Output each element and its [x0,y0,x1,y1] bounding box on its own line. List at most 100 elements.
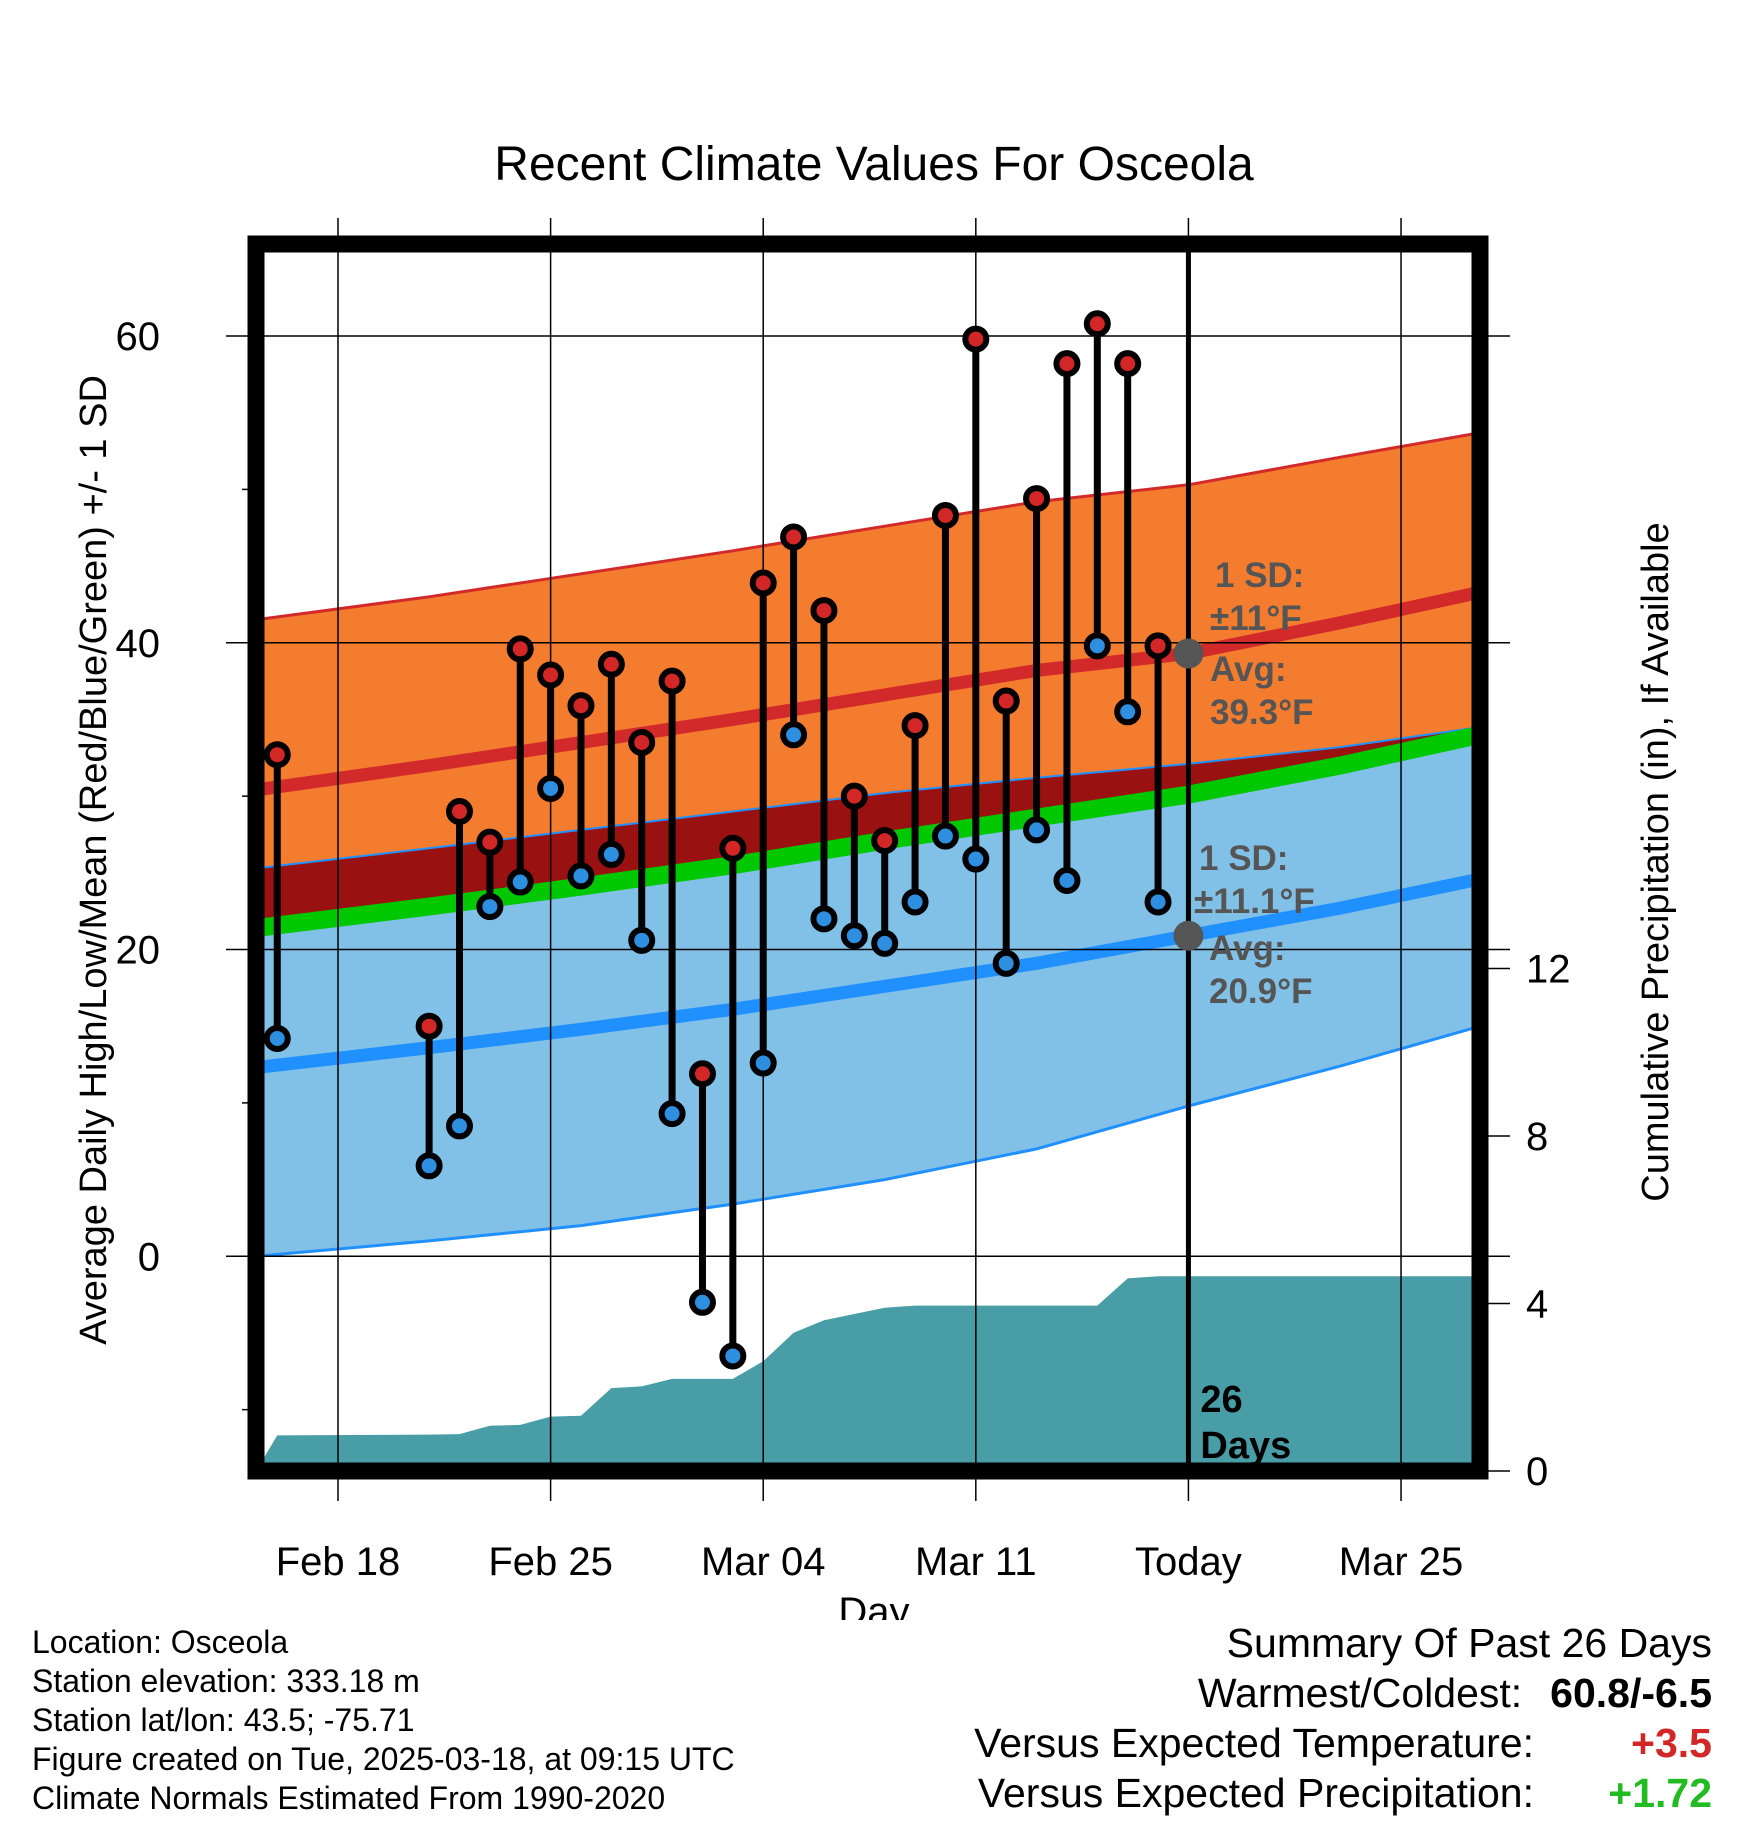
observed-high-point [1053,350,1081,378]
y-tick-label: 20 [116,929,161,973]
low-avg-value: 20.9°F [1209,972,1313,1011]
observed-low-point [597,840,625,868]
observed-low-point [506,868,534,896]
observed-high-point [506,635,534,663]
observed-low-point [476,893,504,921]
climate-chart: Recent Climate Values For Osceola 26Days… [73,138,1677,1620]
x-tick-label: Feb 25 [488,1540,613,1584]
y2-tick-label: 12 [1526,947,1571,991]
observed-low-point [688,1288,716,1316]
warmest-label: Warmest/Coldest: [1197,1670,1523,1716]
observed-low-point [658,1100,686,1128]
observed-high-point [962,325,990,353]
plot-frame [247,235,1489,1480]
observed-high-point [537,661,565,689]
low-mean-line [256,872,1480,1075]
observed-high-point [597,650,625,678]
y-tick-label: 0 [138,1235,160,1279]
normals-text: Climate Normals Estimated From 1990-2020 [32,1780,666,1816]
observed-high-point [628,728,656,756]
today-label-days: Days [1200,1425,1291,1467]
observed-low-point [445,1112,473,1140]
observed-low-point [931,822,959,850]
observed-high-point [415,1012,443,1040]
low-sd-label: 1 SD: [1199,839,1288,878]
observed-high-point [445,797,473,825]
y-tick-label: 40 [116,622,161,666]
x-tick-label: Feb 18 [276,1540,401,1584]
high-avg-point [1173,638,1204,669]
observed-low-point [1083,632,1111,660]
observed-low-point [780,721,808,749]
temp-value: +3.5 [1631,1720,1712,1766]
latlon-text: Station lat/lon: 43.5; -75.71 [32,1702,415,1738]
observed-high-point [1144,632,1172,660]
observed-high-point [567,692,595,720]
observed-high-point [658,667,686,695]
observed-low-point [415,1152,443,1180]
observed-low-point [749,1049,777,1077]
observed-low-point [1023,816,1051,844]
observed-low-point [1053,867,1081,895]
high-sd-label: 1 SD: [1215,556,1304,595]
x-axis-label: Day [838,1590,909,1620]
observed-high-point [688,1060,716,1088]
chart-title: Recent Climate Values For Osceola [494,138,1254,191]
observed-high-point [719,834,747,862]
observed-high-point [840,782,868,810]
precipitation-area [256,1276,1480,1471]
high-mean-line [256,585,1480,797]
location-text: Location: Osceola [32,1624,289,1660]
today-label-number: 26 [1200,1379,1242,1421]
precip-label: Versus Expected Precipitation: [977,1770,1534,1816]
elevation-text: Station elevation: 333.18 m [32,1663,420,1699]
x-tick-label: Mar 11 [915,1540,1037,1584]
observed-high-point [810,597,838,625]
low-lower-line [256,1024,1480,1258]
high-avg-label: Avg: [1210,650,1286,689]
observed-high-point [931,501,959,529]
observed-high-point [749,569,777,597]
observed-low-point [1144,888,1172,916]
observed-low-point [719,1342,747,1370]
y-axis-label: Average Daily High/Low/Mean (Red/Blue/Gr… [73,375,115,1345]
observed-low-point [871,929,899,957]
low-avg-label: Avg: [1209,929,1285,968]
high-avg-value: 39.3°F [1210,693,1314,732]
observed-low-point [537,774,565,802]
observed-low-point [810,905,838,933]
summary-title: Summary Of Past 26 Days [1226,1620,1712,1666]
observed-values [263,310,1172,1370]
low-avg-point [1173,920,1204,951]
summary-precip-row: Versus Expected Precipitation: +1.72 [974,1768,1712,1818]
observed-low-point [628,926,656,954]
normal-bands [256,431,1480,1471]
high-sd-value: ±11°F [1210,599,1302,638]
observed-low-point [1114,698,1142,726]
y2-tick-label: 4 [1526,1282,1548,1326]
observed-low-point [901,888,929,916]
temp-label: Versus Expected Temperature: [974,1720,1534,1766]
x-tick-label: Mar 04 [701,1540,826,1584]
created-text: Figure created on Tue, 2025-03-18, at 09… [32,1741,735,1777]
y-tick-label: 60 [116,315,161,359]
sd-overlap-band [256,727,1480,929]
x-tick-label: Today [1135,1540,1242,1584]
observed-high-point [1083,310,1111,338]
low-sd-value: ±11.1°F [1194,882,1315,921]
observed-high-point [476,828,504,856]
high-sd-band [256,432,1480,869]
summary-panel: Summary Of Past 26 Days Warmest/Coldest:… [974,1618,1712,1818]
summary-temp-row: Versus Expected Temperature: +3.5 [974,1718,1712,1768]
observed-low-point [962,845,990,873]
observed-high-point [901,712,929,740]
y2-axis-label: Cumulative Precipitation (in), If Availa… [1635,522,1677,1201]
y2-tick-label: 8 [1526,1115,1548,1159]
observed-high-point [263,741,291,769]
observed-low-point [567,862,595,890]
observed-high-point [1114,350,1142,378]
observed-high-point [780,523,808,551]
observed-high-point [1023,485,1051,513]
observed-high-point [871,827,899,855]
x-tick-label: Mar 25 [1339,1540,1464,1584]
